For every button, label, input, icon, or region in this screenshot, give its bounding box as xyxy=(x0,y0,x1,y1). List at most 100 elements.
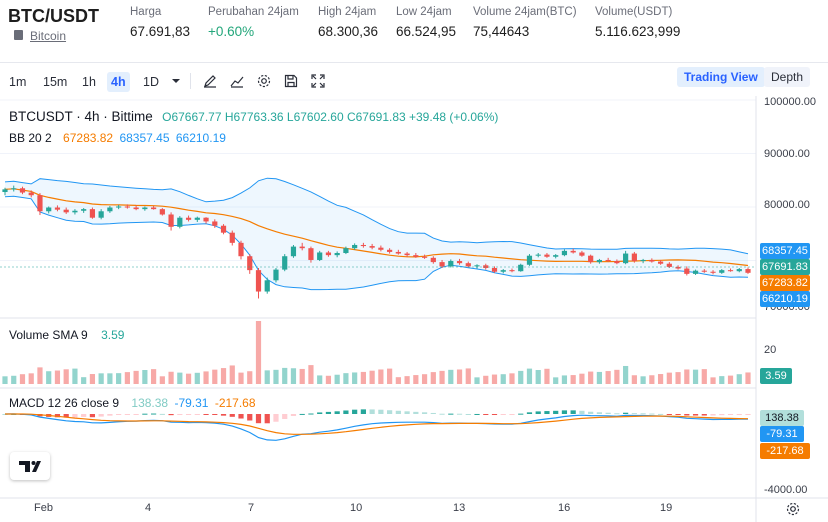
volume-bar xyxy=(282,367,288,384)
chart-toolbar: 1m 15m 1h 4h 1D xyxy=(0,62,828,96)
volume-bar xyxy=(194,372,200,384)
time-axis-tick: Feb xyxy=(34,502,53,514)
macd-histogram-bar xyxy=(509,414,515,415)
macd-histogram-bar xyxy=(212,414,218,415)
volume-bar xyxy=(28,373,34,384)
volume-bar xyxy=(535,370,541,384)
volume-bar xyxy=(19,374,26,384)
candle-body xyxy=(273,269,279,281)
depth-button[interactable]: Depth xyxy=(764,67,811,87)
chart-area[interactable]: BTCUSDT · 4h · Bittime O67667.77 H67763.… xyxy=(0,96,828,522)
timeframe-4h[interactable]: 4h xyxy=(107,72,130,92)
candle-body xyxy=(570,250,576,253)
candle-body xyxy=(413,255,419,257)
macd-histogram-bar xyxy=(701,414,707,416)
bb-lower-price-label: 66210.19 xyxy=(760,291,810,307)
volume-bar xyxy=(369,370,375,384)
candle-body xyxy=(72,210,78,213)
candle-body xyxy=(631,253,637,262)
candle-body xyxy=(596,259,602,263)
candle-body xyxy=(54,207,61,210)
candle-body xyxy=(526,255,533,265)
settings-gear-icon[interactable] xyxy=(256,73,272,89)
timeframe-1m[interactable]: 1m xyxy=(9,75,27,89)
candle-body xyxy=(588,255,594,263)
price-axis-tick: 100000.00 xyxy=(764,96,816,108)
macd-histogram-bar xyxy=(159,413,165,415)
macd-histogram-bar xyxy=(745,414,751,415)
candle-body xyxy=(369,246,375,248)
macd-histogram-bar xyxy=(439,413,445,415)
volume-bar xyxy=(692,369,699,384)
macd-histogram-bar xyxy=(631,413,637,415)
candle-body xyxy=(352,244,358,249)
volume-bar xyxy=(185,373,192,384)
macd-histogram-bar xyxy=(98,414,104,417)
candle-body xyxy=(491,267,498,272)
fullscreen-icon[interactable] xyxy=(310,73,326,89)
volume-bar xyxy=(142,370,148,384)
volume-bar xyxy=(701,369,707,384)
candle-body xyxy=(579,252,585,256)
indicators-icon[interactable] xyxy=(229,73,245,89)
timeframe-dropdown-icon[interactable] xyxy=(168,73,184,89)
chart-settings-icon[interactable] xyxy=(785,501,801,517)
price-chart[interactable] xyxy=(0,96,828,522)
candle-body xyxy=(133,207,139,210)
macd-histogram-bar xyxy=(404,411,410,414)
volume-bar xyxy=(151,369,157,384)
macd-axis-tick: -4000.00 xyxy=(764,484,808,496)
volume-axis-tick: 20 xyxy=(764,344,777,356)
macd-histogram-bar xyxy=(203,414,209,415)
macd-histogram-bar xyxy=(579,410,585,414)
macd-histogram-bar xyxy=(299,413,305,415)
macd-histogram-bar xyxy=(553,410,559,414)
volume-bar xyxy=(159,376,165,384)
macd-histogram-bar xyxy=(395,410,401,414)
timeframe-1h[interactable]: 1h xyxy=(82,75,96,89)
candle-body xyxy=(63,209,69,213)
candle-body xyxy=(177,217,183,227)
volume-bar xyxy=(352,372,358,384)
draw-pencil-icon[interactable] xyxy=(202,73,218,89)
candle-body xyxy=(317,252,323,260)
trading-view-button[interactable]: Trading View xyxy=(677,67,765,87)
candle-body xyxy=(448,261,454,267)
tradingview-logo[interactable] xyxy=(10,452,50,480)
macd-histogram-bar xyxy=(142,413,148,415)
timeframe-1d[interactable]: 1D xyxy=(143,75,159,89)
macd-histogram-bar xyxy=(448,413,454,415)
volume-bar xyxy=(2,376,8,384)
candle-body xyxy=(81,209,87,211)
candle-body xyxy=(247,256,253,271)
volume-bar xyxy=(614,369,620,384)
candle-body xyxy=(605,259,611,262)
volume-bar xyxy=(81,377,87,384)
candle-body xyxy=(509,270,515,272)
coin-link[interactable]: Bitcoin xyxy=(30,29,67,43)
volume-bar xyxy=(11,375,17,384)
volume-bar xyxy=(89,374,96,384)
macd-histogram-bar xyxy=(570,410,576,414)
macd-histogram-bar xyxy=(194,414,200,415)
macd-histogram-bar xyxy=(657,413,664,415)
macd-histogram-bar xyxy=(666,414,672,415)
macd-histogram-bar xyxy=(229,414,235,417)
macd-histogram-bar xyxy=(185,414,192,415)
candle-body xyxy=(421,256,428,258)
volume-bar xyxy=(570,375,576,384)
candle-body xyxy=(736,269,742,272)
macd-histogram-bar xyxy=(596,412,602,414)
volume-bar xyxy=(745,372,751,384)
macd-histogram-bar xyxy=(247,414,253,421)
macd-histogram-bar xyxy=(710,414,716,416)
save-icon[interactable] xyxy=(283,73,299,89)
time-axis-tick: 10 xyxy=(350,502,363,514)
candle-body xyxy=(343,248,349,254)
timeframe-15m[interactable]: 15m xyxy=(43,75,68,89)
macd-histogram-bar xyxy=(378,409,384,414)
candle-body xyxy=(299,246,305,249)
volume-bar xyxy=(649,375,655,384)
candle-body xyxy=(185,217,192,220)
macd-histogram-bar xyxy=(544,411,550,414)
